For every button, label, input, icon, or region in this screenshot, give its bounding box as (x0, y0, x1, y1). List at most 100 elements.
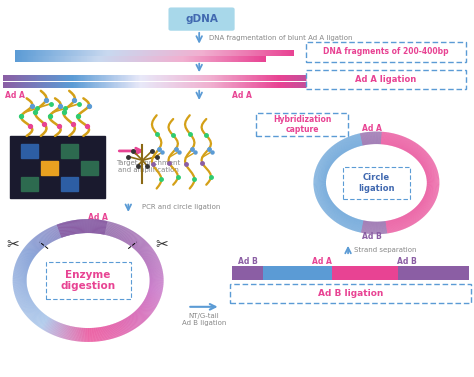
Bar (136, 56, 137, 62)
Bar (54, 56, 55, 62)
Bar (213, 49, 214, 55)
Bar (223, 82, 225, 88)
Bar (154, 75, 155, 81)
Bar (237, 49, 239, 55)
Bar (80, 49, 81, 55)
Bar (19, 56, 20, 62)
Bar (191, 56, 192, 62)
Bar (223, 56, 225, 62)
Bar (209, 82, 210, 88)
Bar (239, 75, 241, 81)
Bar (89, 75, 90, 81)
Bar (227, 82, 228, 88)
Bar (275, 82, 277, 88)
Bar (244, 75, 246, 81)
Bar (170, 49, 171, 55)
Bar (272, 82, 273, 88)
Bar (26, 56, 27, 62)
Bar (317, 82, 318, 88)
Bar (197, 82, 199, 88)
Bar (167, 75, 168, 81)
Bar (153, 56, 155, 62)
Bar (308, 75, 310, 81)
Bar (172, 75, 173, 81)
Bar (113, 75, 115, 81)
Bar (102, 75, 104, 81)
Bar (170, 75, 172, 81)
Bar (212, 75, 214, 81)
Bar (46, 49, 47, 55)
Bar (146, 56, 148, 62)
Bar (94, 49, 95, 55)
Bar (167, 56, 168, 62)
Bar (287, 75, 289, 81)
Bar (118, 75, 119, 81)
Bar (255, 82, 257, 88)
Bar (202, 82, 203, 88)
Bar (145, 82, 146, 88)
Bar (220, 82, 222, 88)
Bar (315, 75, 317, 81)
Bar (107, 75, 109, 81)
Bar (231, 56, 232, 62)
Bar (62, 75, 63, 81)
Bar (60, 56, 62, 62)
Bar (48, 56, 49, 62)
Bar (176, 75, 178, 81)
Bar (263, 273, 331, 280)
Bar (19, 75, 21, 81)
Bar (7, 82, 8, 88)
Bar (264, 82, 265, 88)
Bar (227, 75, 228, 81)
Bar (191, 49, 193, 55)
Bar (239, 49, 241, 55)
Bar (114, 49, 116, 55)
Bar (75, 75, 77, 81)
Bar (120, 56, 122, 62)
Bar (65, 56, 67, 62)
Bar (229, 49, 230, 55)
Bar (279, 82, 281, 88)
Bar (229, 82, 230, 88)
Bar (122, 49, 123, 55)
Bar (204, 56, 205, 62)
Bar (164, 49, 165, 55)
Bar (18, 49, 20, 55)
Bar (55, 75, 56, 81)
Bar (147, 75, 148, 81)
Bar (247, 82, 249, 88)
Bar (218, 49, 219, 55)
Bar (138, 49, 139, 55)
Bar (27, 82, 28, 88)
Bar (129, 56, 131, 62)
Bar (56, 56, 57, 62)
Bar (261, 56, 263, 62)
Bar (49, 56, 50, 62)
Bar (121, 82, 123, 88)
Bar (154, 49, 155, 55)
Bar (179, 75, 180, 81)
Bar (99, 56, 100, 62)
Bar (283, 49, 285, 55)
Bar (215, 82, 217, 88)
Bar (239, 82, 241, 88)
Bar (45, 75, 47, 81)
Bar (173, 82, 174, 88)
Bar (190, 56, 191, 62)
Bar (195, 56, 197, 62)
Bar (61, 144, 78, 158)
Bar (118, 49, 119, 55)
Bar (82, 49, 84, 55)
Bar (228, 49, 229, 55)
Bar (68, 56, 69, 62)
Bar (55, 49, 57, 55)
Bar (81, 56, 82, 62)
Text: Hybridization
capture: Hybridization capture (273, 115, 331, 134)
Bar (135, 75, 137, 81)
Bar (310, 75, 311, 81)
Bar (211, 49, 212, 55)
Bar (34, 82, 35, 88)
Bar (328, 82, 330, 88)
Bar (295, 75, 297, 81)
Bar (95, 82, 97, 88)
